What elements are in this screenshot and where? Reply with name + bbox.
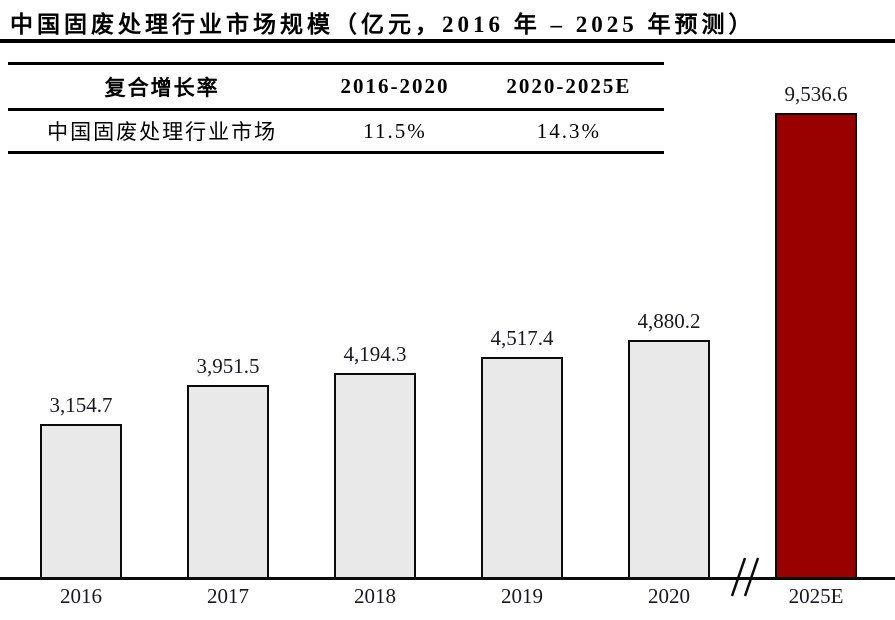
bar-value-label: 3,154.7: [49, 393, 113, 417]
x-axis-line: [0, 577, 895, 580]
x-axis-label-2020: 2020: [648, 584, 690, 608]
bar-2025E: [775, 113, 857, 577]
x-axis-label-2016: 2016: [60, 584, 102, 608]
chart-title: 中国固废处理行业市场规模（亿元，2016 年 – 2025 年预测）: [10, 12, 756, 37]
axis-break-icon: [730, 557, 760, 597]
cagr-table: 复合增长率 2016-2020 2020-2025E 中国固废处理行业市场 11…: [8, 62, 664, 154]
cagr-header-2016-2020: 2016-2020: [340, 74, 450, 98]
x-axis-label-2025E: 2025E: [788, 584, 844, 608]
cagr-row-label: 中国固废处理行业市场: [47, 120, 278, 144]
cagr-data-row: 中国固废处理行业市场 11.5% 14.3%: [8, 110, 664, 153]
bar-2017: [187, 385, 269, 577]
cagr-header-metric: 复合增长率: [104, 75, 220, 100]
bar-value-label: 3,951.5: [196, 354, 260, 378]
x-axis-label-2017: 2017: [207, 584, 249, 608]
bar-2016: [40, 424, 122, 577]
bar-value-label: 4,517.4: [490, 326, 554, 350]
bar-value-label: 4,880.2: [637, 309, 701, 333]
bar-2019: [481, 357, 563, 577]
x-axis-label-2018: 2018: [354, 584, 396, 608]
bar-value-label: 4,194.3: [343, 342, 407, 366]
title-underline: [0, 39, 895, 43]
cagr-value-2020-2025e: 14.3%: [536, 118, 601, 143]
x-axis-label-2019: 2019: [501, 584, 543, 608]
bar-chart: 3,154.7 3,951.5 4,194.3 4,517.4 4,880.2 9,536…: [40, 82, 857, 577]
bar-value-label: 9,536.6: [784, 82, 848, 106]
bar-2018: [334, 373, 416, 577]
cagr-header-row: 复合增长率 2016-2020 2020-2025E: [8, 64, 664, 110]
cagr-value-2016-2020: 11.5%: [363, 118, 427, 143]
bar-2020: [628, 340, 710, 577]
cagr-header-2020-2025e: 2020-2025E: [506, 74, 632, 98]
